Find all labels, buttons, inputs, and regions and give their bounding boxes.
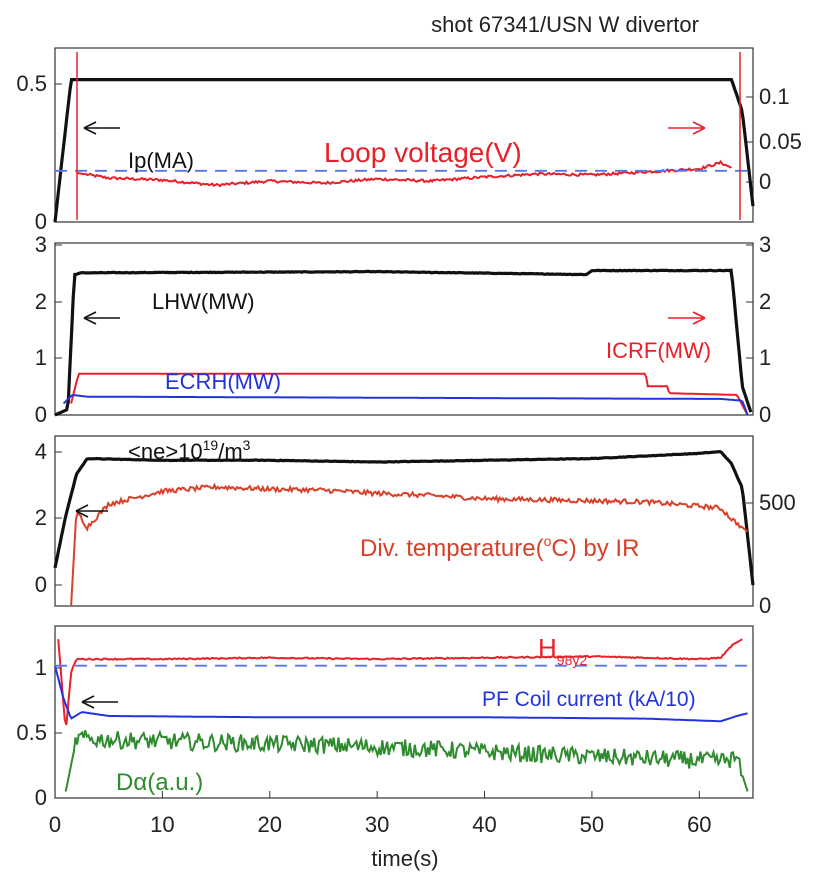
right-tick-label: 1 bbox=[759, 345, 771, 370]
ne-arrow-head bbox=[75, 504, 89, 518]
right-tick-label: 0 bbox=[759, 593, 771, 618]
loop-voltage-arrow-head bbox=[692, 121, 706, 135]
series-line-ecrh-mw- bbox=[62, 394, 749, 416]
ecrh-label: ECRH(MW) bbox=[165, 369, 281, 394]
panel-heating-power: 0 1 2 3 0 1 2 3 bbox=[35, 232, 772, 427]
right-tick-label: 2 bbox=[759, 289, 771, 314]
x-tick-label: 0 bbox=[49, 812, 61, 837]
left-tick-label: 0 bbox=[35, 209, 47, 234]
series-line-loop-voltage-v- bbox=[76, 159, 732, 188]
dalpha-label: Dα(a.u.) bbox=[116, 769, 203, 796]
right-tick-label: 0 bbox=[759, 169, 771, 194]
left-tick-label: 3 bbox=[35, 232, 47, 257]
icrf-arrow-head bbox=[692, 311, 706, 325]
panel-frame bbox=[54, 435, 754, 607]
x-tick-label: 60 bbox=[687, 812, 711, 837]
left-tick-label: 4 bbox=[35, 439, 47, 464]
panel-h98-pf-dalpha: 00.51 bbox=[16, 625, 754, 810]
left-tick-label: 0.5 bbox=[16, 71, 47, 96]
panel-ip-loop-voltage: 0 0.5 0 0.05 0.1 bbox=[16, 47, 802, 234]
series-line-d-a-u- bbox=[64, 729, 749, 792]
right-tick-label: 0.1 bbox=[759, 84, 790, 109]
left-tick-label: 1 bbox=[35, 345, 47, 370]
x-axis-label: time(s) bbox=[371, 846, 438, 871]
series-line-div-temperature bbox=[70, 482, 749, 607]
right-tick-label: 0 bbox=[759, 402, 771, 427]
density-label: <ne>1019/m3 bbox=[128, 437, 251, 464]
chart-title: shot 67341/USN W divertor bbox=[431, 12, 699, 37]
series-line-icrf-mw- bbox=[70, 372, 749, 416]
lhw-label: LHW(MW) bbox=[152, 289, 255, 314]
x-tick-label: 30 bbox=[365, 812, 389, 837]
h98-label: H98y2 bbox=[538, 633, 587, 668]
x-tick-label: 10 bbox=[150, 812, 174, 837]
series-line-lhw-mw- bbox=[54, 268, 753, 417]
left-tick-label: 0 bbox=[35, 572, 47, 597]
panel-frame bbox=[54, 625, 754, 799]
left-tick-label: 2 bbox=[35, 505, 47, 530]
series-line--ne- bbox=[53, 449, 755, 586]
left-tick-label: 0 bbox=[35, 402, 47, 427]
panel-frame bbox=[54, 47, 754, 223]
x-axis-ticks: 0 10 20 30 40 50 60 bbox=[49, 791, 712, 837]
div-temperature-label: Div. temperature(oC) by IR bbox=[360, 533, 639, 562]
left-tick-label: 1 bbox=[35, 655, 47, 680]
left-tick-label: 0 bbox=[35, 785, 47, 810]
ip-label: Ip(MA) bbox=[128, 148, 194, 173]
pf-coil-label: PF Coil current (kA/10) bbox=[482, 688, 696, 711]
x-tick-label: 40 bbox=[472, 812, 496, 837]
right-tick-label: 500 bbox=[759, 490, 796, 515]
loop-voltage-label: Loop voltage(V) bbox=[324, 137, 522, 168]
series-line-pf-coil-current-ka-10- bbox=[54, 665, 748, 723]
series-line-h98y2 bbox=[57, 638, 743, 726]
left-tick-label: 2 bbox=[35, 289, 47, 314]
panel-density-temperature: 0 2 4 0 500 bbox=[35, 435, 796, 618]
series-line-ip-ma- bbox=[53, 78, 755, 223]
lhw-arrow-head bbox=[83, 311, 97, 325]
right-tick-label: 3 bbox=[759, 232, 771, 257]
panel-frame bbox=[54, 242, 754, 416]
right-tick-label: 0.05 bbox=[759, 129, 802, 154]
pf-arrow-head bbox=[81, 695, 95, 709]
left-tick-label: 0.5 bbox=[16, 720, 47, 745]
ip-arrow-head bbox=[83, 121, 97, 135]
x-tick-label: 20 bbox=[258, 812, 282, 837]
icrf-label: ICRF(MW) bbox=[606, 338, 711, 363]
x-tick-label: 50 bbox=[580, 812, 604, 837]
